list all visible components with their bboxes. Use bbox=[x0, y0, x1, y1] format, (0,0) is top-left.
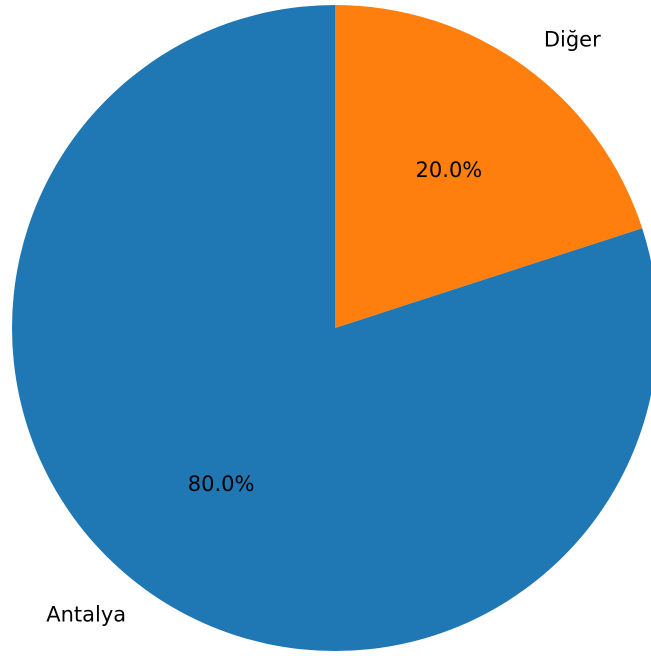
value-label: 80.0% bbox=[188, 472, 255, 496]
value-label: 20.0% bbox=[416, 158, 483, 182]
pie-slice bbox=[335, 5, 643, 328]
slice-label: Diğer bbox=[544, 28, 601, 52]
slice-label: Antalya bbox=[46, 602, 126, 626]
pie-slice bbox=[12, 5, 651, 651]
